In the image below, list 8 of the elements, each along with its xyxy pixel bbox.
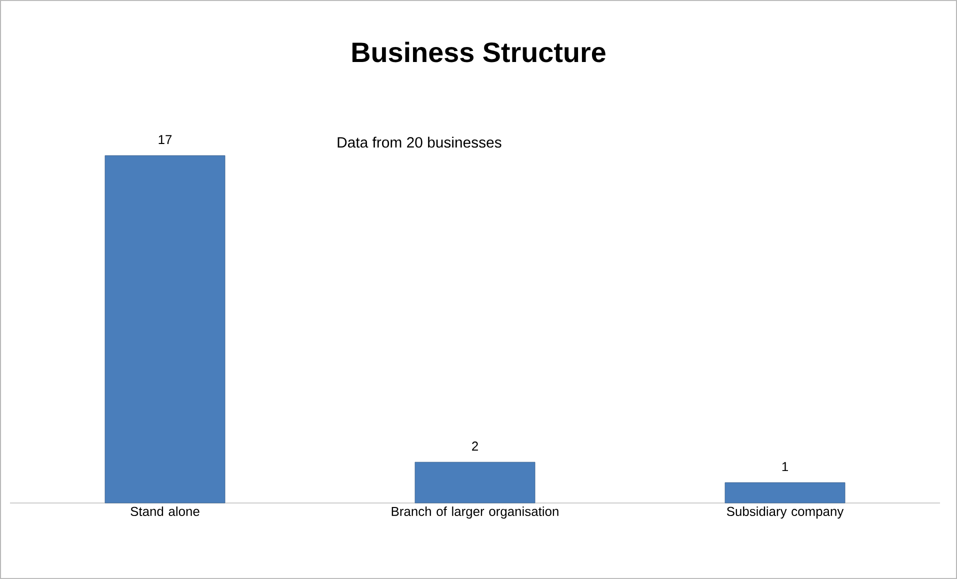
x-tick-label: Branch of larger organisation: [392, 506, 558, 519]
text: Data from 20 businesses: [338, 136, 502, 148]
x-tick-label: Subsidiary company: [726, 506, 844, 519]
x-tick-label: Stand alone: [130, 506, 200, 516]
data-label: 1: [782, 462, 788, 472]
chart-title: Business Structure: [352, 42, 606, 62]
data-label: 17: [158, 135, 172, 144]
data-label: 2: [472, 442, 478, 451]
